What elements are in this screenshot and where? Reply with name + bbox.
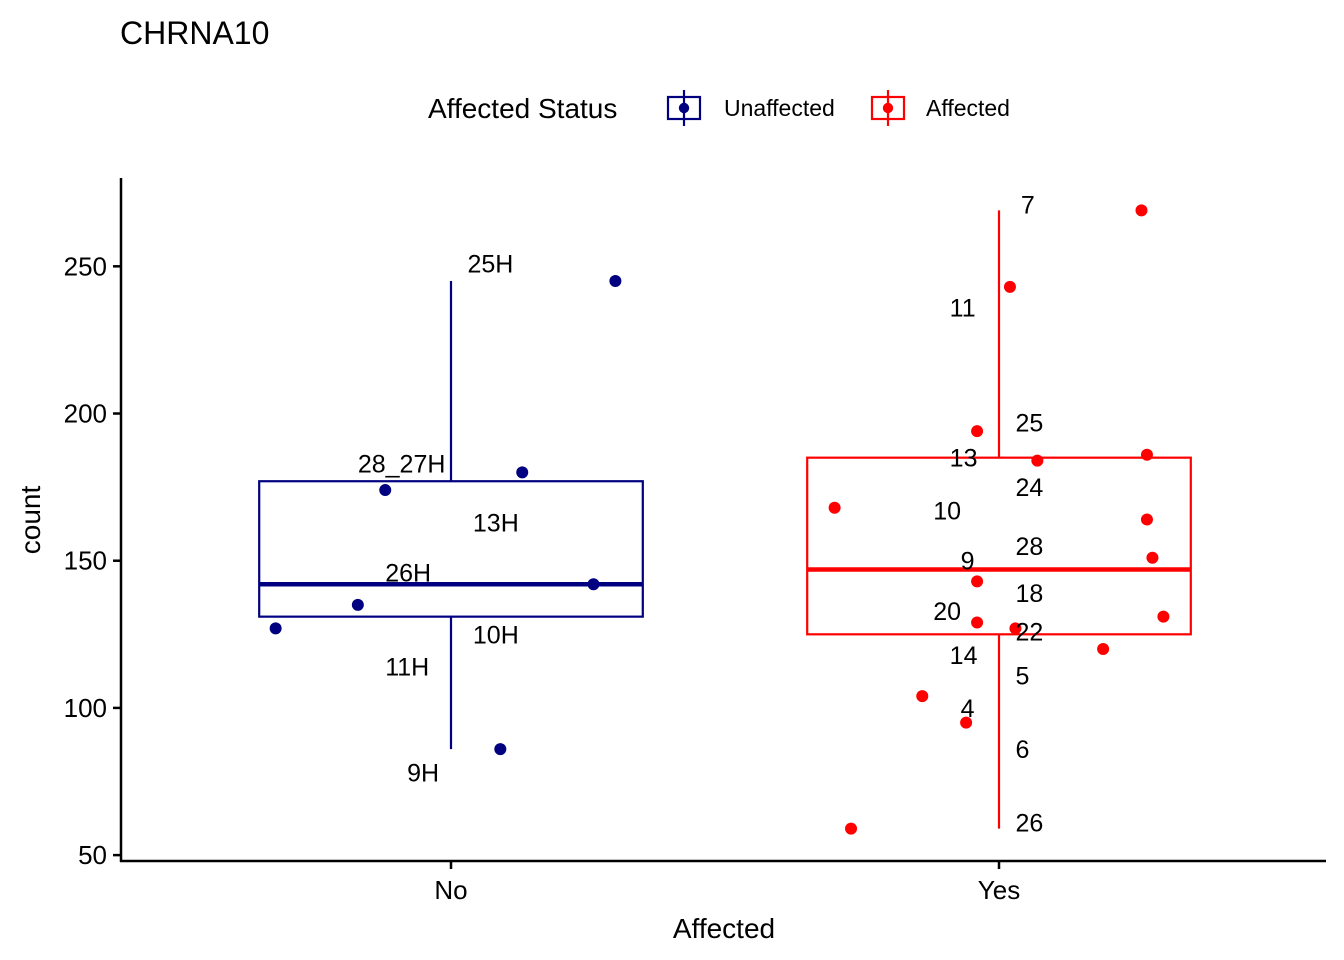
point-no-26h: [587, 578, 600, 591]
point-label-no-11h: 11H: [385, 654, 429, 682]
point-yes-20: [1157, 610, 1170, 623]
y-tick-label-250: 250: [64, 251, 107, 281]
point-no-25h: [609, 275, 622, 288]
point-yes-4: [916, 690, 929, 703]
legend-key-unaffected: [666, 90, 702, 126]
point-label-yes-28: 28: [1015, 533, 1043, 561]
point-yes-28: [1140, 513, 1153, 526]
point-yes-22: [971, 616, 984, 629]
y-tick-label-150: 150: [64, 546, 107, 576]
point-no-13h: [379, 484, 392, 497]
legend-title: Affected Status: [428, 93, 617, 124]
point-label-yes-4: 4: [961, 695, 975, 723]
point-label-yes-18: 18: [1015, 580, 1043, 608]
point-yes-24: [1031, 454, 1044, 467]
point-label-yes-7: 7: [1021, 191, 1035, 219]
point-label-yes-25: 25: [1015, 409, 1043, 437]
legend-key-affected: [870, 90, 906, 126]
legend-key-unaffected-box: [666, 95, 702, 121]
point-label-yes-10: 10: [933, 498, 961, 526]
legend-key-affected-dot: [882, 102, 894, 114]
point-label-no-9h: 9H: [407, 760, 439, 788]
point-yes-25: [971, 425, 984, 438]
point-no-11h: [269, 622, 282, 635]
legend-key-affected-box: [870, 95, 906, 121]
box-plots: [258, 210, 1192, 829]
legend-label-affected: Affected: [926, 95, 1010, 121]
point-label-yes-5: 5: [1015, 663, 1029, 691]
point-label-no-10h: 10H: [473, 621, 519, 649]
box-no: [258, 281, 644, 750]
legend: Affected Status Unaffected Affected: [428, 90, 1010, 126]
point-yes-11: [1003, 280, 1016, 293]
point-no-28-27h: [516, 466, 529, 479]
data-point-labels: 25H 28_27H 13H 26H 10H 11H 9H 7 11 25 13 24 10 28 9 18 2…: [358, 191, 1044, 837]
y-axis-title: count: [15, 486, 46, 555]
data-points: [269, 204, 1170, 835]
point-yes-10: [828, 501, 841, 514]
point-yes-5: [1097, 643, 1110, 656]
point-yes-18: [971, 575, 984, 588]
legend-label-unaffected: Unaffected: [724, 95, 835, 121]
point-yes-13: [1140, 448, 1153, 461]
point-label-yes-26: 26: [1015, 810, 1043, 838]
point-label-no-28-27h: 28_27H: [358, 451, 446, 479]
point-yes-6: [960, 716, 973, 729]
x-axis-title: Affected: [673, 913, 775, 944]
point-yes-14: [1009, 622, 1022, 635]
point-yes-26: [845, 822, 858, 835]
y-tick-label-200: 200: [64, 399, 107, 429]
point-yes-7: [1135, 204, 1148, 217]
point-label-yes-24: 24: [1015, 474, 1043, 502]
point-label-yes-9: 9: [961, 548, 975, 576]
x-tick-label-no: No: [434, 875, 467, 905]
point-yes-9: [1146, 551, 1159, 564]
point-no-10h: [351, 598, 364, 611]
point-label-yes-14: 14: [950, 642, 978, 670]
y-tick-label-50: 50: [78, 840, 107, 870]
box-yes: [806, 210, 1192, 829]
point-label-no-13h: 13H: [473, 509, 519, 537]
point-label-yes-11: 11: [950, 295, 976, 323]
chart-title: CHRNA10: [120, 15, 269, 51]
y-axis: 50 100 150 200 250: [64, 178, 123, 870]
iqr-box-no: [258, 480, 644, 618]
y-tick-label-100: 100: [64, 693, 107, 723]
point-label-no-25h: 25H: [467, 250, 513, 278]
point-label-yes-13: 13: [950, 445, 978, 473]
x-tick-label-yes: Yes: [978, 875, 1020, 905]
point-label-yes-20: 20: [933, 598, 961, 626]
point-label-yes-6: 6: [1015, 736, 1029, 764]
iqr-box-yes: [806, 456, 1192, 636]
point-label-no-26h: 26H: [385, 559, 431, 587]
legend-key-unaffected-dot: [678, 102, 690, 114]
point-label-yes-22: 22: [1015, 618, 1043, 646]
x-axis: No Yes: [120, 859, 1326, 905]
point-no-9h: [494, 743, 507, 756]
